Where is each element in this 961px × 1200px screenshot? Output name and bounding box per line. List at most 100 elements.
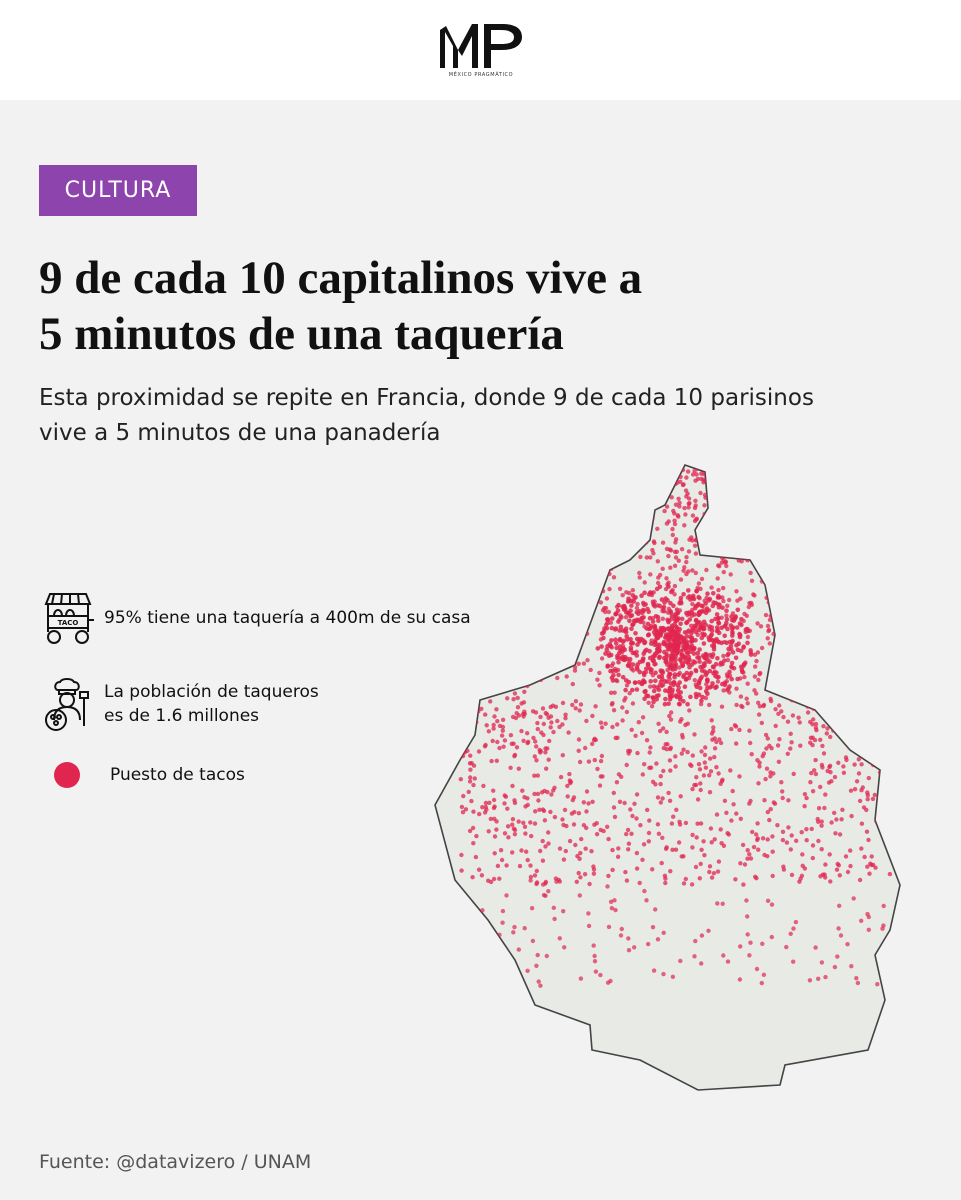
taco-stand-dot [849, 813, 854, 819]
taco-stand-dot [856, 695, 861, 700]
taco-stand-dot [656, 649, 662, 654]
taco-stand-dot [845, 942, 850, 947]
taco-stand-dot [593, 969, 599, 974]
taco-stand-dot [786, 668, 791, 673]
taco-stand-dot [507, 533, 512, 538]
taco-stand-dot [625, 471, 630, 477]
taco-stand-dot [483, 513, 488, 519]
taco-stand-dot [820, 743, 825, 749]
taco-stand-dot [639, 531, 644, 536]
taco-stand-dot [880, 579, 886, 585]
taco-stand-dot [488, 816, 493, 822]
taco-stand-dot [705, 656, 710, 662]
taco-stand-dot [713, 547, 719, 552]
taco-stand-dot [748, 740, 753, 746]
taco-stand-dot [601, 635, 606, 641]
taco-stand-dot [884, 789, 889, 794]
taco-stand-dot [508, 567, 514, 573]
taco-stand-dot [579, 596, 584, 601]
taco-stand-dot [491, 876, 497, 882]
taco-stand-dot [745, 848, 750, 853]
taco-stand-dot [828, 574, 833, 579]
taco-stand-dot [641, 477, 646, 482]
taco-stand-dot [511, 826, 517, 831]
taco-stand-dot [669, 495, 674, 500]
taco-stand-dot [509, 632, 514, 637]
taco-stand-dot [704, 520, 710, 525]
taco-stand-dot [873, 651, 878, 656]
taco-stand-dot [677, 500, 682, 505]
taco-stand-dot [727, 466, 732, 471]
taco-stand-dot [839, 817, 844, 822]
taco-stand-dot [525, 610, 530, 615]
taco-stand-dot [560, 817, 565, 822]
taco-stand-dot [644, 555, 649, 560]
taco-stand-dot [830, 597, 835, 602]
taco-stand-dot [730, 465, 735, 471]
taco-stand-dot [498, 556, 503, 561]
taco-stand-dot [728, 467, 733, 473]
taco-stand-dot [854, 976, 859, 981]
taco-stand-dot [642, 476, 647, 481]
taco-stand-dot [831, 513, 836, 518]
taco-stand-dot [697, 767, 703, 772]
taco-stand-dot [707, 652, 713, 658]
taco-stand-dot [627, 656, 633, 662]
taco-stand-dot [548, 568, 553, 573]
taco-stand-dot [538, 506, 543, 511]
taco-stand-dot [821, 500, 826, 505]
taco-stand-dot [486, 578, 491, 583]
taco-stand-dot [462, 543, 467, 548]
taco-stand-dot [638, 493, 644, 498]
taco-stand-dot [640, 772, 645, 777]
taco-stand-dot [883, 482, 888, 487]
taco-stand-dot [660, 485, 665, 490]
taco-stand-dot [592, 528, 597, 533]
taco-stand-dot [836, 481, 841, 486]
taco-stand-dot [673, 537, 679, 542]
taco-stand-dot [505, 696, 510, 701]
taco-stand-dot [716, 587, 721, 593]
taco-stand-dot [677, 701, 682, 707]
taco-stand-dot [630, 540, 635, 545]
taco-stand-dot [698, 542, 704, 547]
taco-stand-dot [466, 465, 471, 468]
taco-stand-dot [561, 857, 567, 862]
taco-stand-dot [873, 865, 878, 870]
taco-stand-dot [895, 628, 900, 633]
taco-stand-dot [845, 869, 851, 875]
taco-stand-dot [718, 827, 723, 832]
taco-stand-dot [667, 547, 673, 552]
taco-stand-dot [647, 489, 652, 494]
taco-stand-dot [768, 490, 774, 495]
taco-stand-dot [569, 550, 574, 555]
taco-stand-dot [783, 546, 788, 551]
taco-stand-dot [892, 704, 898, 709]
taco-stand-dot [676, 496, 681, 501]
taco-stand-dot [886, 509, 891, 514]
taco-stand-dot [480, 469, 486, 474]
taco-stand-dot [517, 863, 523, 869]
taco-stand-dot [669, 690, 675, 695]
taco-stand-dot [726, 476, 731, 482]
taco-stand-dot [504, 893, 509, 898]
taco-stand-dot [795, 594, 801, 599]
taco-stand-dot [666, 790, 671, 796]
taco-stand-dot [722, 465, 727, 468]
taco-stand-dot [646, 830, 652, 836]
taco-stand-dot [660, 616, 665, 621]
taco-stand-dot [680, 735, 685, 740]
taco-stand-dot [667, 635, 672, 641]
taco-stand-dot [852, 512, 857, 518]
taco-stand-dot [759, 551, 764, 556]
taco-stand-dot [511, 501, 517, 507]
taco-stand-dot [559, 465, 564, 468]
taco-stand-dot [644, 647, 649, 653]
taco-stand-dot [878, 563, 883, 568]
taco-stand-dot [883, 471, 889, 476]
taco-stand-dot [535, 726, 540, 732]
taco-stand-dot [877, 804, 882, 809]
taco-stand-dot [559, 605, 564, 610]
taco-stand-dot [752, 466, 758, 471]
taco-stand-dot [557, 643, 563, 648]
